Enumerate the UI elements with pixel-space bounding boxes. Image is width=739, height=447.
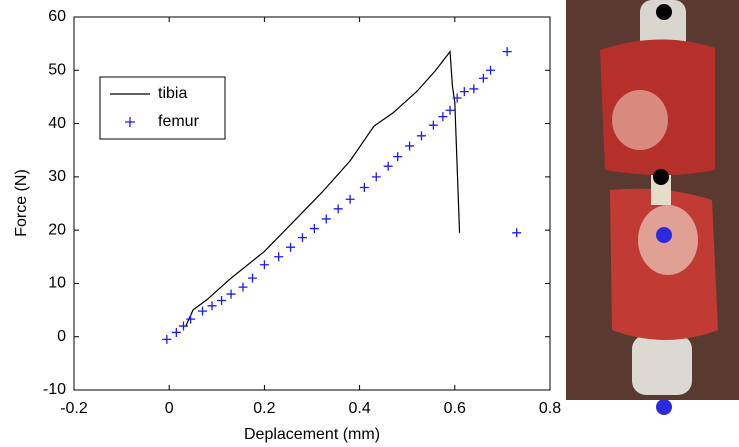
x-axis-label: Deplacement (mm)	[244, 426, 380, 443]
legend-label: femur	[158, 113, 200, 130]
data-point	[478, 73, 488, 83]
data-point	[383, 161, 393, 171]
x-tick-label: 0.6	[444, 400, 466, 417]
photo	[566, 0, 739, 415]
data-point	[459, 87, 469, 97]
y-tick-label: 30	[48, 168, 66, 185]
data-point	[445, 105, 455, 115]
data-point	[416, 131, 426, 141]
y-tick-label: 60	[48, 8, 66, 25]
data-point	[198, 306, 208, 316]
x-tick-label: 0	[165, 400, 174, 417]
data-point	[486, 65, 495, 75]
data-point	[512, 228, 522, 238]
clamp-bottom	[632, 335, 692, 395]
y-tick-label: 20	[48, 221, 66, 238]
y-tick-label: 10	[48, 275, 66, 292]
data-point	[333, 204, 343, 214]
x-tick-label: -0.2	[60, 400, 88, 417]
data-point	[248, 273, 257, 283]
data-point	[171, 327, 181, 337]
marker-dot	[653, 169, 669, 185]
legend-box	[99, 76, 226, 140]
data-point	[186, 314, 196, 324]
data-point	[393, 152, 403, 162]
marker-dot	[656, 399, 672, 415]
data-point	[428, 120, 438, 130]
data-point	[259, 260, 269, 270]
data-point	[452, 93, 462, 103]
y-tick-label: -10	[43, 381, 66, 398]
legend-label: tibia	[158, 85, 187, 102]
y-tick-label: 40	[48, 115, 66, 132]
data-point	[178, 321, 188, 331]
x-tick-label: 0.2	[253, 400, 275, 417]
marker-dot	[656, 227, 672, 243]
marker-dot	[656, 4, 672, 20]
data-point	[321, 214, 331, 224]
y-tick-label: 0	[57, 328, 66, 345]
y-axis-label: Force (N)	[13, 169, 30, 237]
legend-swatch	[125, 117, 135, 127]
data-point	[405, 141, 415, 151]
data-point	[297, 233, 307, 243]
data-point	[226, 289, 236, 299]
data-point	[286, 242, 296, 252]
data-point	[238, 282, 248, 292]
data-point	[162, 334, 172, 344]
data-point	[371, 172, 381, 182]
y-tick-label: 50	[48, 62, 66, 79]
data-point	[345, 194, 355, 204]
data-point	[502, 47, 512, 57]
x-tick-label: 0.8	[539, 400, 561, 417]
x-tick-label: 0.4	[348, 400, 370, 417]
legend: tibia femur	[99, 76, 226, 140]
data-point	[309, 224, 319, 234]
data-point	[217, 295, 227, 305]
data-point	[359, 183, 369, 193]
data-point	[469, 84, 479, 94]
data-point	[438, 112, 448, 122]
data-point	[207, 301, 217, 311]
plot-area	[73, 16, 551, 391]
tissue	[612, 90, 668, 150]
data-line	[185, 50, 461, 327]
data-point	[274, 252, 284, 262]
